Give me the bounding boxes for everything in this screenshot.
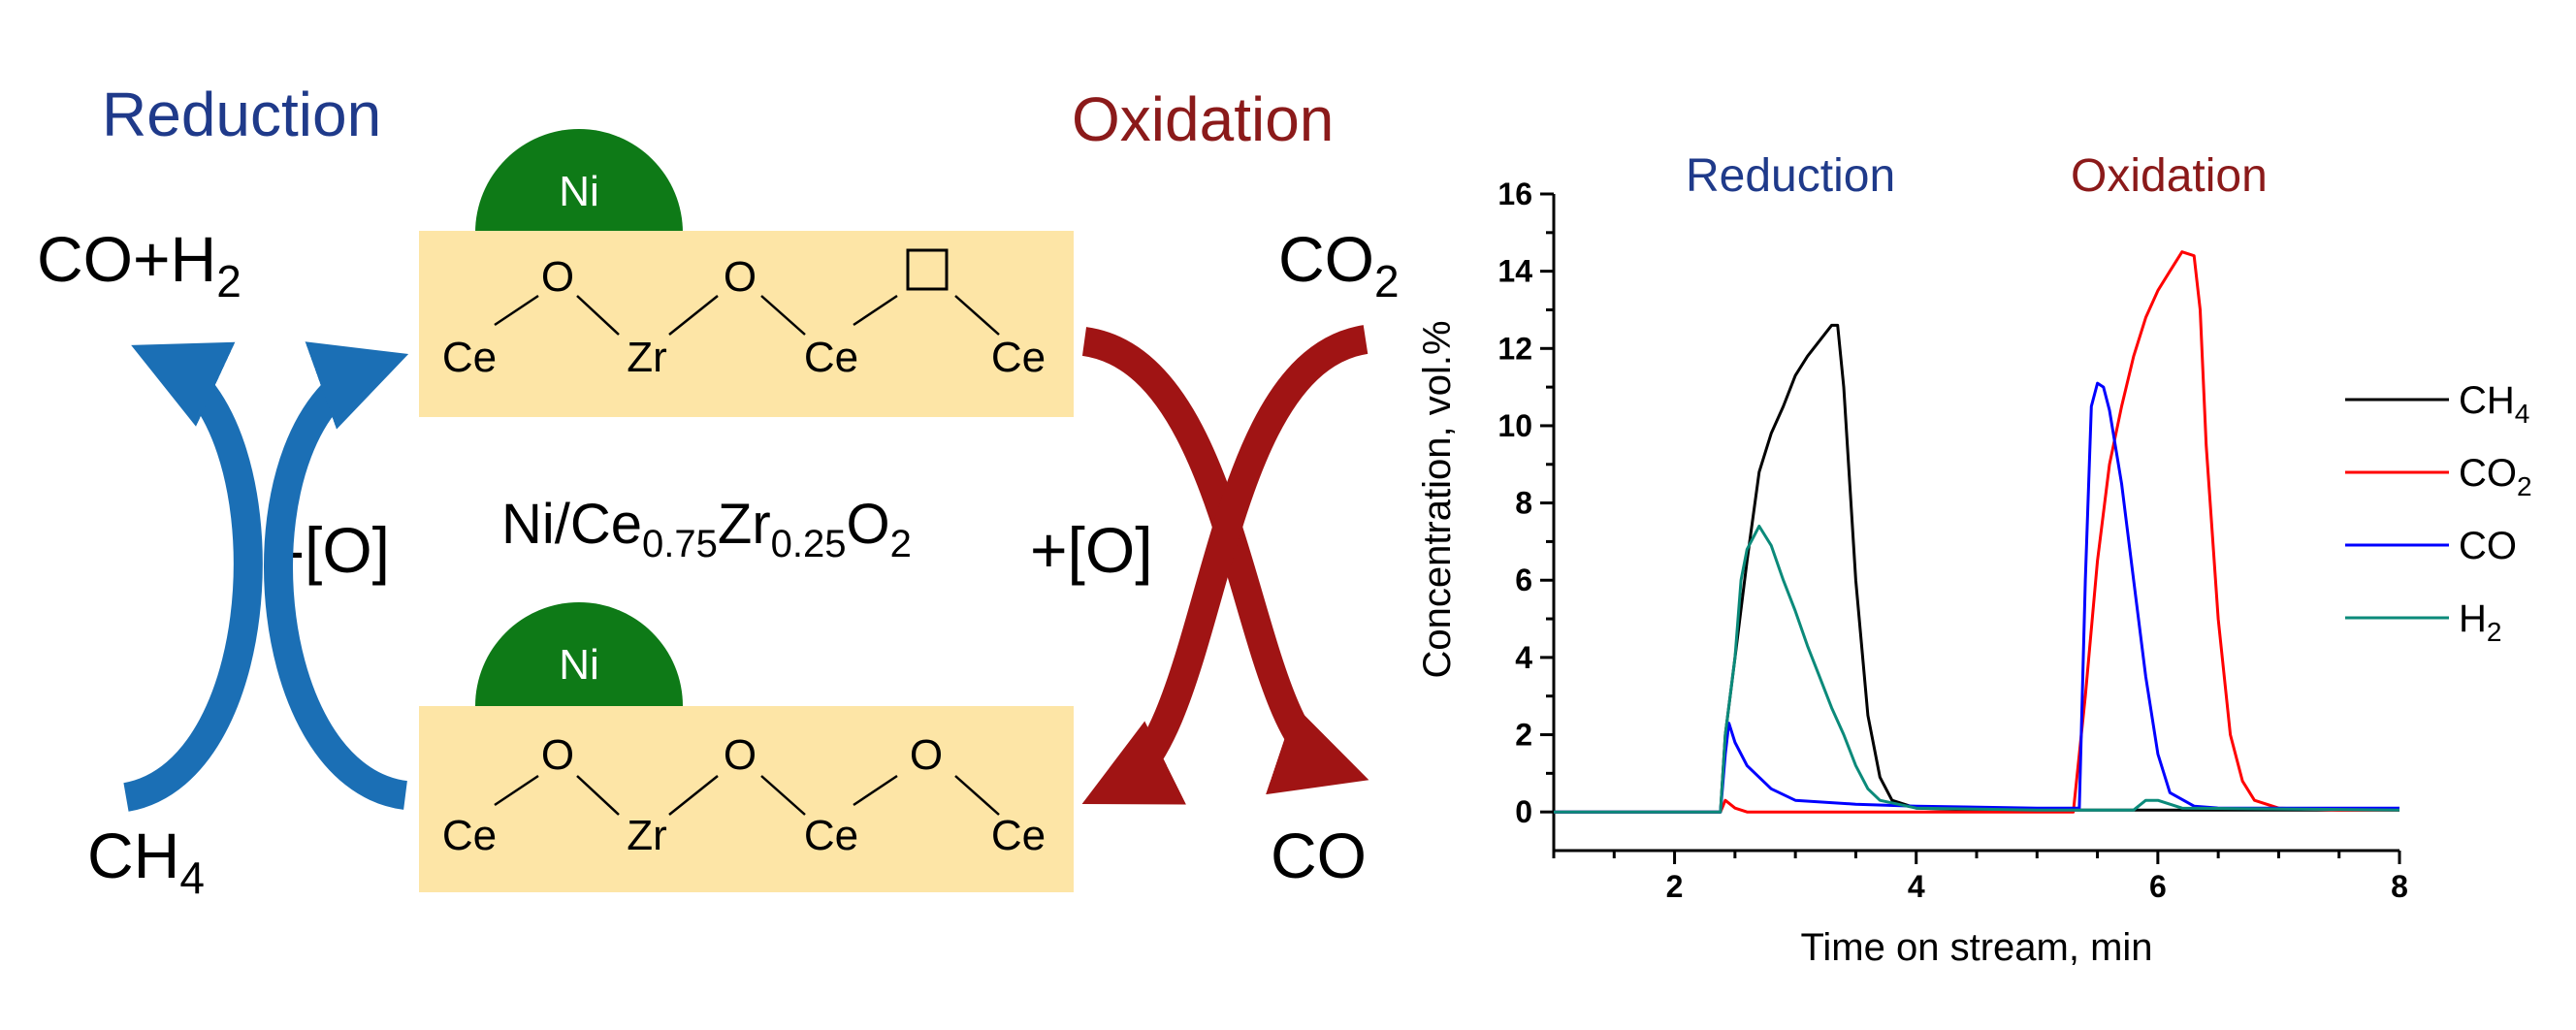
oxygen-uptake-label: +[O] [1030,514,1153,586]
atom-ce: Ce [991,334,1046,381]
nickel-label-bottom: Ni [559,641,599,689]
x-axis-title: Time on stream, min [1800,926,2152,969]
x-tick-label: 8 [2391,869,2408,904]
y-tick-label: 2 [1515,718,1532,753]
y-axis-title: Concentration, vol.% [1416,320,1459,678]
nickel-particle-top [475,129,683,233]
support-box-bottom [419,706,1074,892]
x-tick-label: 2 [1666,869,1684,904]
y-tick-label: 10 [1497,408,1532,443]
atom-ce: Ce [804,812,858,859]
red-arrow-co2-to-support-icon [1081,325,1369,805]
x-ticks: 2 4 6 8 [1552,851,2408,904]
x-tick-label: 4 [1908,869,1925,904]
atom-zr: Zr [627,812,667,859]
redox-scheme: Reduction Oxidation Ni Ce O Zr O Ce Ce N… [37,80,1400,903]
y-tick-label: 4 [1515,640,1532,675]
x-tick-label: 6 [2149,869,2167,904]
chart-annotation-oxidation: Oxidation [2071,150,2268,202]
atom-o: O [724,253,757,301]
support-box-top [419,231,1074,417]
oxygen-vacancy-icon [906,248,949,291]
series-line-co [1554,381,2399,814]
lattice-atoms-bottom: Ce O Zr O Ce O Ce [442,731,1046,859]
y-tick-label: 6 [1515,563,1532,597]
atom-o: O [724,731,757,779]
catalyst-formula: Ni/Ce0.75Zr0.25O2 [501,493,912,565]
blue-arrow-ch4-to-products-icon [122,341,263,812]
atom-ce: Ce [442,812,497,859]
atom-o: O [541,731,574,779]
atom-ce: Ce [442,334,497,381]
lattice-bonds-bottom [494,774,1000,816]
reduction-arrows [122,341,409,812]
atom-zr: Zr [627,334,667,381]
legend-label: H2 [2459,597,2501,647]
reduction-title: Reduction [102,80,381,149]
y-tick-label: 0 [1515,794,1532,829]
lattice-bonds-top [494,294,1000,336]
oxidation-reactant: CO2 [1278,223,1400,306]
atom-ce: Ce [991,812,1046,859]
nickel-label-top: Ni [559,168,599,215]
blue-arrow-support-to-support-icon [264,341,409,810]
legend-label: CH4 [2459,379,2529,429]
legend-label: CO [2459,525,2517,567]
oxygen-removal-label: -[O] [283,514,390,586]
atom-o: O [541,253,574,301]
atom-o: O [910,731,943,779]
atom-ce: Ce [804,334,858,381]
series-line-ch4 [1554,323,2399,814]
y-tick-label: 12 [1497,331,1532,366]
series-line-co2 [1554,250,2399,814]
legend-label: CO2 [2459,452,2532,501]
chart-legend: CH4 CO2 CO H2 [2345,379,2532,647]
y-ticks: 0 2 4 6 8 10 12 14 16 [1497,177,1554,829]
oxidation-arrows [1081,325,1369,805]
oxidation-title: Oxidation [1072,84,1334,154]
chart-annotation-reduction: Reduction [1686,150,1895,202]
lattice-atoms-top: Ce O Zr O Ce Ce [442,253,1046,381]
y-tick-label: 16 [1497,177,1532,211]
series-line-h2 [1554,525,2400,814]
y-tick-label: 8 [1515,486,1532,521]
reduction-products: CO+H2 [37,223,242,306]
series-lines [1554,250,2400,814]
y-tick-label: 14 [1497,254,1532,289]
oxidation-product: CO [1271,820,1367,891]
concentration-chart: 0 2 4 6 8 10 12 14 16 2 4 6 8 Reduction Oxidation C… [1416,150,2532,969]
nickel-particle-bottom [475,602,683,706]
reduction-reactant: CH4 [87,820,205,903]
